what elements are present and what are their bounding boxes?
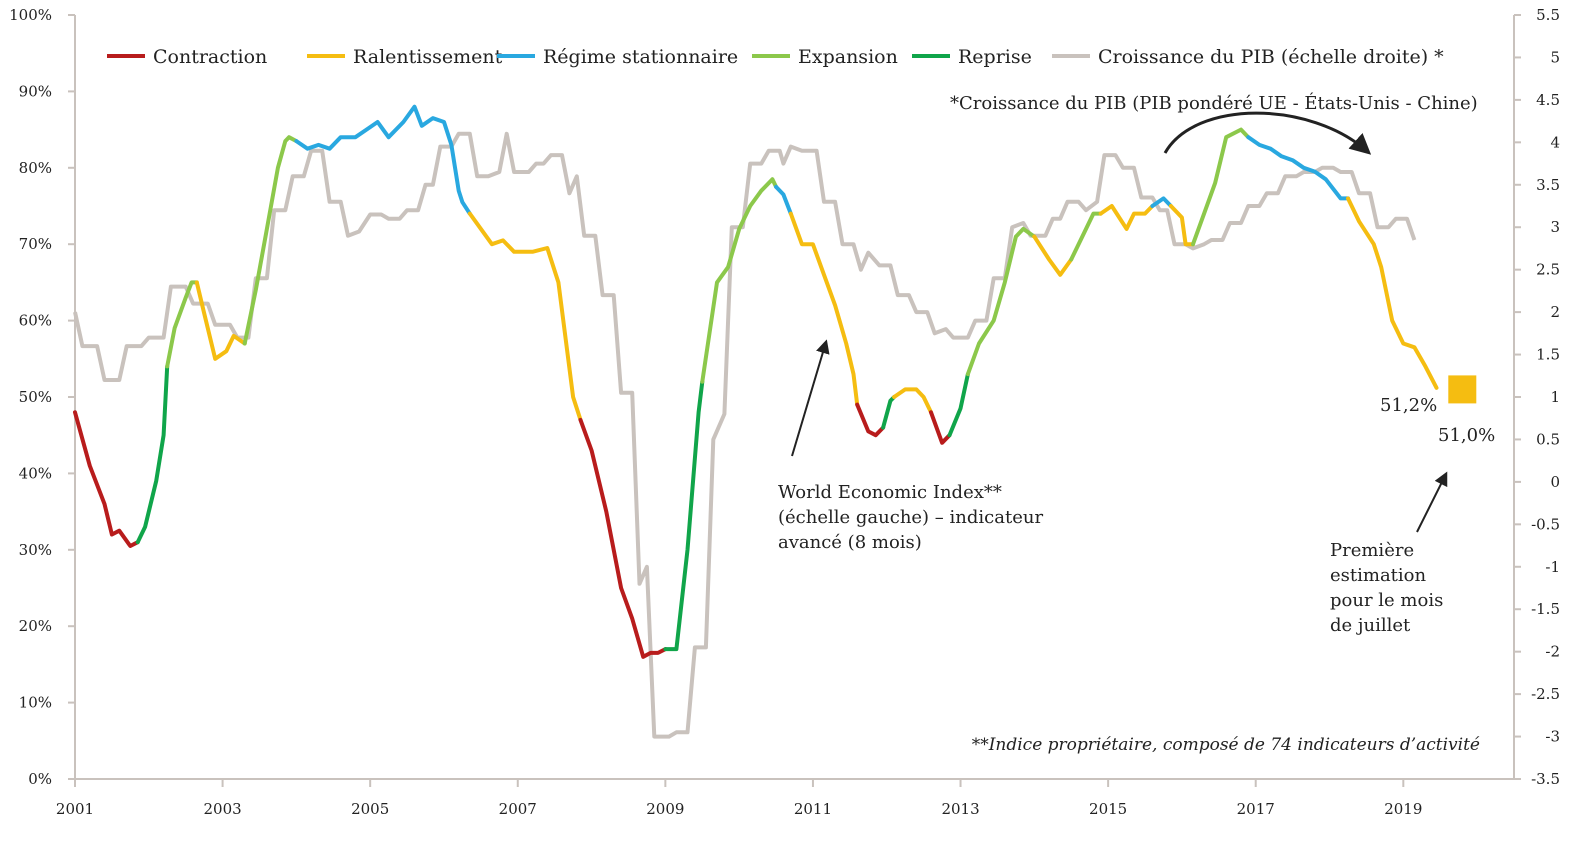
left-tick-label: 80% [19,159,52,177]
wei-note-arrow [791,339,830,457]
right-tick-label: -2 [1545,643,1560,661]
legend-label: Reprise [958,46,1032,68]
estimate-note-line-4: de juillet [1330,615,1411,636]
wei-segment-R [467,211,583,422]
left-tick-label: 60% [19,312,52,330]
wei-segment-R [788,211,860,407]
x-tick-label: 2005 [351,800,389,818]
wei-segment-E [242,135,299,346]
gdp-growth-line [73,131,1417,739]
wei-segment-E [165,280,199,369]
left-tick-label: 50% [19,388,52,406]
wei-segment-E [700,177,779,384]
right-tick-label: 2 [1550,303,1560,321]
right-tick-label: 3.5 [1536,176,1560,194]
wei-segment-P [135,364,170,545]
gdp-note: *Croissance du PIB (PIB pondéré UE - Éta… [950,91,1478,114]
wei-segment-R [194,280,247,361]
wei-segment-P [881,395,897,430]
wei-segment-P [663,379,705,652]
last-value-label: 51,2% [1380,395,1437,416]
right-tick-label: -3 [1545,728,1560,746]
curved-arrow [1163,111,1372,155]
wei-segment-R [1346,196,1439,390]
wei-segment-R [1032,234,1074,277]
wei-segment-S [1246,135,1350,201]
wei-segment-E [965,226,1037,377]
x-tick-label: 2007 [499,800,537,818]
x-tick-label: 2003 [203,800,241,818]
estimate-note-line-3: pour le mois [1330,590,1443,611]
legend-label: Ralentissement [353,46,503,68]
estimate-note-line-1: Première [1330,540,1414,561]
left-tick-label: 40% [19,464,52,482]
wei-series-layer [73,104,1439,659]
left-tick-label: 20% [19,617,52,635]
july-estimate-marker [1448,375,1477,404]
legend: Contraction Ralentissement Régime stationn… [107,46,1444,68]
legend-label: Expansion [798,46,898,68]
wei-segment-R [1098,204,1155,231]
footnote: **Indice propriétaire, composé de 74 ind… [972,735,1480,755]
right-tick-label: -1 [1545,558,1560,576]
left-tick-label: 30% [19,541,52,559]
right-tick-label: 4.5 [1536,91,1560,109]
left-tick-label: 100% [9,6,52,24]
right-tick-label: 1 [1550,388,1560,406]
x-tick-label: 2013 [941,800,979,818]
wei-segment-S [1150,196,1173,208]
wei-segment-C [929,410,952,445]
x-tick-label: 2017 [1237,800,1275,818]
right-tick-label: 1.5 [1536,346,1560,364]
right-tick-label: 0 [1550,473,1560,491]
right-tick-label: -0.5 [1531,515,1560,533]
x-tick-label: 2011 [794,800,832,818]
wei-segment-R [1168,204,1195,247]
right-tick-label: 2.5 [1536,261,1560,279]
gdp-series-layer [73,131,1417,739]
left-tick-label: 90% [19,82,52,100]
wei-segment-C [578,417,668,659]
estimate-note-arrow [1416,471,1448,533]
x-axis-ticks: 2001 2003 2005 2007 2009 2011 2013 2015 2017 2019 [56,779,1422,818]
wei-segment-S [294,104,472,216]
legend-label: Croissance du PIB (échelle droite) * [1098,46,1444,68]
x-tick-label: 2009 [646,800,684,818]
july-estimate-label: 51,0% [1438,425,1495,446]
wei-segment-S [774,184,793,216]
wei-note-line-3: avancé (8 mois) [778,532,922,553]
left-axis-ticks: 0% 10% 20% 30% 40% 50% 60% 70% 80% 90% 100% [9,6,75,788]
estimate-note-line-2: estimation [1330,565,1427,586]
left-tick-label: 10% [19,694,52,712]
x-tick-label: 2001 [56,800,94,818]
wei-segment-E [1191,127,1251,247]
wei-segment-R [892,387,933,415]
right-tick-label: 5.5 [1536,6,1560,24]
right-tick-label: -3.5 [1531,770,1560,788]
legend-label: Régime stationnaire [543,46,738,68]
right-tick-label: 4 [1550,133,1560,151]
right-tick-label: 3 [1550,218,1560,236]
right-tick-label: -1.5 [1531,600,1560,618]
left-tick-label: 70% [19,235,52,253]
right-tick-label: 5 [1550,48,1560,66]
wei-segment-E [1069,211,1103,262]
wei-segment-C [855,402,886,438]
wei-segment-P [947,372,970,438]
wei-segment-C [73,410,140,548]
x-tick-label: 2015 [1089,800,1127,818]
right-tick-label: 0.5 [1536,430,1560,448]
right-tick-label: -2.5 [1531,685,1560,703]
right-axis-ticks: -3.5 -3 -2.5 -2 -1.5 -1 -0.5 0 0.5 1 1.5 2 2.5 3 3.5 4 4… [1514,6,1560,788]
x-tick-label: 2019 [1384,800,1422,818]
wei-note-line-2: (échelle gauche) – indicateur [778,507,1043,528]
legend-label: Contraction [153,46,267,68]
left-tick-label: 0% [28,770,52,788]
wei-note-line-1: World Economic Index** [778,482,1002,503]
